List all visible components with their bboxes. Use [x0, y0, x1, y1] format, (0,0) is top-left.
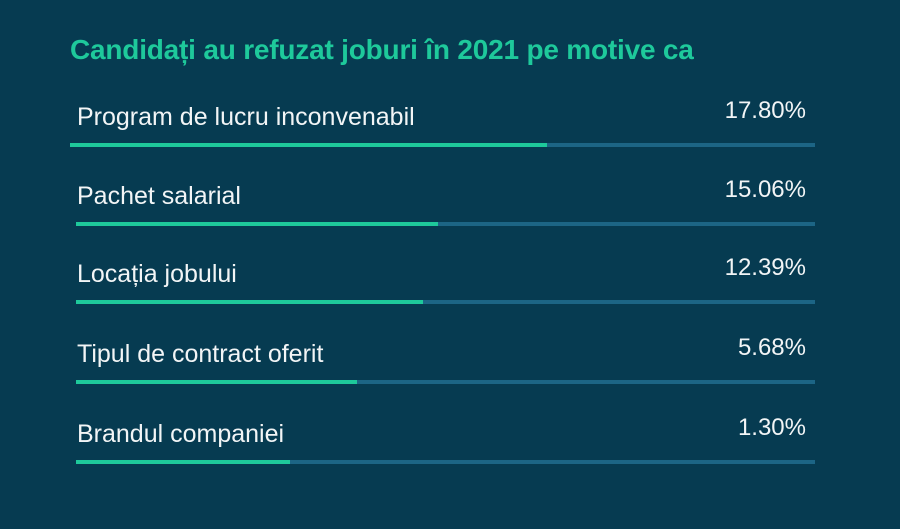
chart-row: Pachet salarial 15.06% [0, 176, 900, 260]
chart-row: Tipul de contract oferit 5.68% [0, 334, 900, 418]
category-label: Tipul de contract oferit [77, 340, 324, 368]
bar-track [76, 222, 815, 226]
value-label: 5.68% [737, 334, 806, 361]
bar-track [76, 460, 815, 464]
category-label: Brandul companiei [77, 420, 285, 448]
bar-track [76, 380, 815, 384]
value-label: 1.30% [737, 414, 806, 441]
value-label: 15.06% [724, 176, 806, 203]
bar-fill [76, 222, 439, 226]
chart-row: Brandul companiei 1.30% [0, 414, 900, 498]
category-label: Locația jobului [77, 260, 237, 288]
bar-fill [76, 300, 424, 304]
bar-fill [76, 460, 291, 464]
chart-row: Program de lucru inconvenabil 17.80% [0, 97, 900, 181]
bar-fill [76, 380, 357, 384]
chart-title: Candidați au refuzat joburi în 2021 pe m… [70, 34, 694, 65]
bar-track [76, 300, 815, 304]
chart-row: Locația jobului 12.39% [0, 254, 900, 338]
value-label: 17.80% [724, 97, 806, 124]
bar-track [70, 143, 815, 147]
bar-fill [70, 143, 547, 147]
category-label: Program de lucru inconvenabil [77, 103, 415, 131]
category-label: Pachet salarial [77, 182, 241, 210]
value-label: 12.39% [724, 254, 806, 281]
